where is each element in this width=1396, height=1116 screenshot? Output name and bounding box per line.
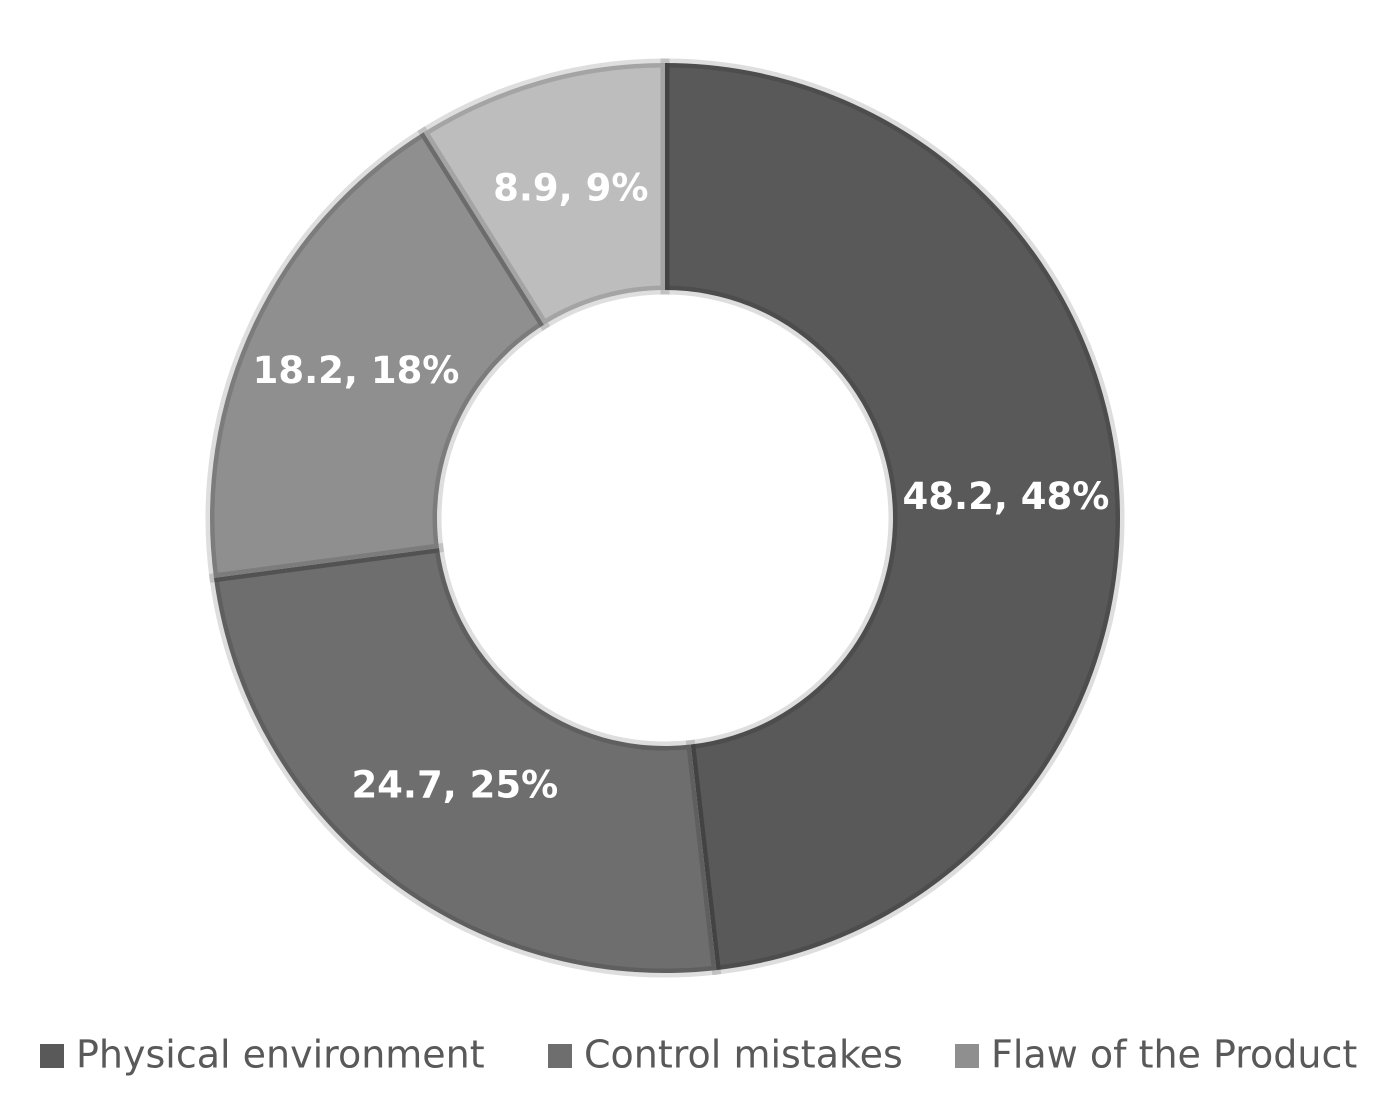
data-label: 48.2, 48% [903, 475, 1110, 518]
legend-swatch [955, 1044, 979, 1068]
slice [205, 126, 551, 583]
data-label: 24.7, 25% [351, 764, 558, 807]
data-label: 8.9, 9% [493, 166, 648, 209]
slice [208, 542, 722, 978]
slice [660, 58, 1125, 976]
legend-label: Flaw of the Product [991, 1033, 1357, 1077]
slice [417, 58, 670, 331]
legend-swatch [40, 1044, 64, 1068]
legend-label: Control mistakes [584, 1033, 903, 1077]
data-label: 18.2, 18% [253, 349, 460, 392]
legend-label: Physical environment [76, 1033, 485, 1077]
legend-swatch [548, 1044, 572, 1068]
